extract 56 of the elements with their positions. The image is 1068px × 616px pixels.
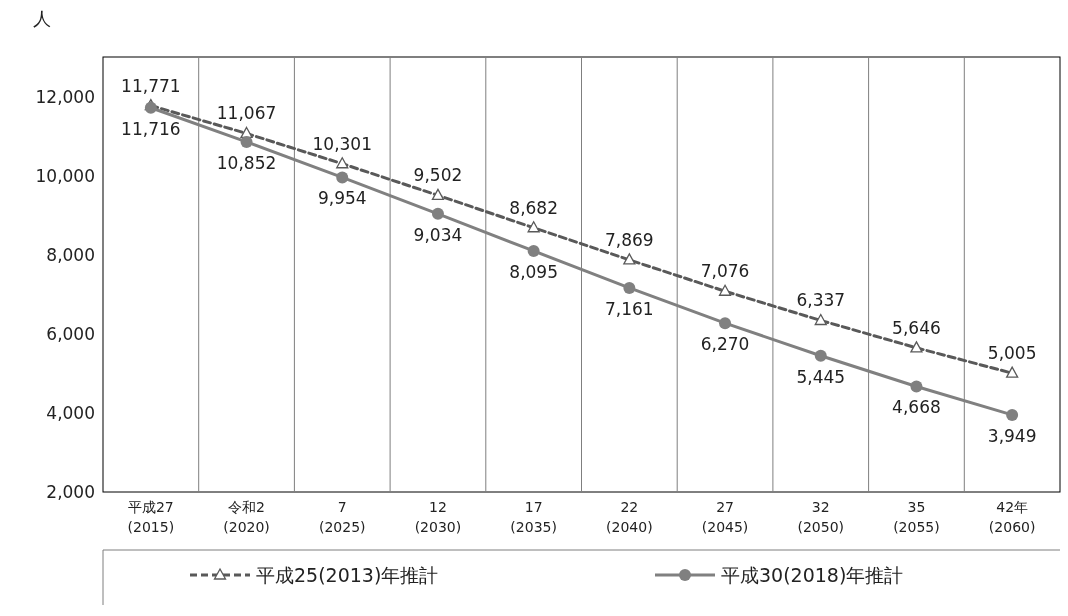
x-tick-label: 35 (2055): [893, 499, 940, 535]
data-label: 7,869: [605, 229, 654, 250]
legend-label: 平成30(2018)年推計: [721, 564, 904, 586]
x-tick-label: 7 (2025): [318, 499, 366, 535]
x-tick-label: 令和2 (2020): [223, 499, 270, 535]
point: [910, 380, 923, 393]
data-label: 9,954: [317, 188, 367, 209]
data-label: 11,067: [216, 103, 277, 124]
x-tick-label: 12 (2030): [414, 499, 462, 535]
point: [336, 157, 349, 169]
data-label: 3,949: [987, 425, 1037, 446]
data-label: 9,034: [413, 224, 463, 245]
point: [527, 221, 540, 233]
x-tick-label: 42年 (2060): [988, 499, 1036, 535]
point: [814, 349, 827, 362]
data-label: 11,716: [121, 118, 181, 139]
x-tick-label: 平成27 (2015): [127, 499, 175, 535]
data-label: 5,646: [892, 317, 941, 338]
point: [910, 341, 923, 353]
data-label: 7,161: [605, 298, 654, 319]
data-label: 8,095: [509, 261, 558, 282]
point: [718, 284, 732, 296]
point: [719, 317, 732, 330]
y-tick-label: 12,000: [35, 86, 95, 107]
legend-label: 平成25(2013)年推計: [256, 564, 439, 586]
point: [431, 188, 445, 200]
y-tick-label: 10,000: [35, 165, 95, 186]
y-tick-label: 8,000: [46, 244, 95, 265]
y-tick-label: 4,000: [46, 402, 95, 423]
data-label: 6,270: [700, 334, 750, 355]
data-label: 7,076: [700, 261, 750, 282]
data-label: 11,771: [121, 75, 181, 96]
data-label: 5,005: [987, 343, 1037, 364]
x-tick-label: 32 (2050): [797, 499, 845, 535]
point: [336, 171, 349, 184]
data-label: 10,852: [216, 152, 277, 173]
point: [814, 313, 827, 326]
y-axis-title: 人: [33, 8, 51, 29]
x-tick-label: 17 (2035): [510, 499, 557, 535]
point: [431, 207, 444, 220]
x-tick-label: 22 (2040): [606, 499, 653, 535]
point: [1006, 366, 1019, 378]
point: [1006, 408, 1019, 421]
y-tick-label: 2,000: [46, 482, 95, 502]
data-label: 6,337: [796, 290, 846, 311]
point: [240, 135, 253, 148]
data-label: 10,301: [312, 133, 372, 154]
point: [527, 244, 540, 257]
point: [623, 253, 636, 265]
point: [623, 281, 636, 294]
data-label: 9,502: [413, 165, 463, 186]
data-label: 8,682: [509, 197, 558, 218]
data-label: 4,668: [892, 397, 941, 418]
x-tick-label: 27 (2045): [701, 499, 749, 535]
data-label: 5,445: [796, 366, 846, 387]
y-tick-label: 6,000: [46, 323, 95, 344]
